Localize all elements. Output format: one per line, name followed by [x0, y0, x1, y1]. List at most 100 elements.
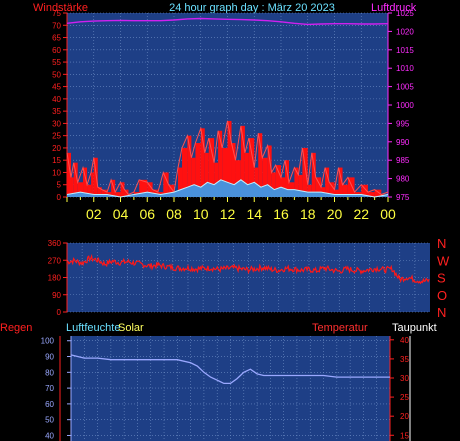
- direction-line: [66, 253, 430, 285]
- direction-grid: [67, 242, 430, 313]
- humidity-tick-label-60: 60: [45, 400, 54, 409]
- compass-n-0: N: [437, 236, 446, 251]
- wind-bar: [298, 174, 303, 197]
- left-tick-label-75: 75: [52, 9, 61, 18]
- wind-bar: [302, 147, 308, 197]
- wind-bar: [147, 182, 153, 197]
- wind-bar: [258, 133, 263, 197]
- wind-bar: [325, 167, 330, 197]
- hour-label-10: 10: [193, 206, 209, 222]
- right-tick-label-995: 995: [396, 119, 410, 128]
- humidity-grid: [71, 336, 390, 441]
- right-tick-label-985: 985: [396, 156, 410, 165]
- hour-label-14: 14: [246, 206, 262, 222]
- temperature-tick-label-25: 25: [400, 393, 409, 402]
- hour-label-04: 04: [113, 206, 129, 222]
- hour-label-18: 18: [300, 206, 316, 222]
- temperature-tick-label-15: 15: [400, 431, 409, 440]
- humidity-tick-label-90: 90: [45, 353, 54, 362]
- compass-w-1: W: [437, 253, 450, 268]
- humidity-left-axis: 40 50 60 70 80 90 100: [41, 336, 72, 441]
- wind-bar: [307, 184, 312, 197]
- left-tick-label-0: 0: [57, 193, 62, 202]
- direction-series: [66, 253, 430, 285]
- wind-bar: [195, 143, 201, 197]
- wind-bar: [275, 165, 281, 197]
- wind-bar: [244, 152, 249, 197]
- right-tick-label-1015: 1015: [396, 46, 414, 55]
- wind-bar: [222, 147, 228, 197]
- wind-bar: [347, 177, 355, 197]
- wind-bar: [231, 143, 236, 197]
- right-tick-label-1025: 1025: [396, 9, 414, 18]
- wind-bar: [204, 152, 209, 197]
- left-tick-label-50: 50: [52, 70, 61, 79]
- temperature-tick-label-20: 20: [400, 412, 409, 421]
- right-tick-label-1020: 1020: [396, 27, 414, 36]
- wind-bar: [374, 189, 382, 197]
- right-axis-label-luftdruck: Luftdruck: [371, 2, 417, 14]
- luftfeuchte-label: Luftfeuchte: [66, 322, 120, 334]
- wind-bar: [267, 145, 272, 197]
- temperatur-label: Temperatur: [312, 322, 368, 334]
- direction-left-axis: 0 90 180 270 360: [48, 239, 68, 317]
- wind-bar: [93, 157, 98, 197]
- wind-bar: [139, 179, 148, 197]
- temperature-tick-label-40: 40: [400, 336, 409, 345]
- left-tick-label-35: 35: [52, 107, 61, 116]
- left-tick-label-65: 65: [52, 34, 61, 43]
- wind-bar: [115, 192, 121, 197]
- left-tick-label-10: 10: [52, 168, 61, 177]
- left-tick-label-20: 20: [52, 144, 61, 153]
- direction-tick-label-0: 0: [57, 308, 62, 317]
- humidity-tick-label-50: 50: [45, 416, 54, 425]
- wind-bar: [361, 184, 368, 197]
- wind-bar: [168, 184, 174, 197]
- hour-label-20: 20: [327, 206, 343, 222]
- pressure-line: [66, 17, 389, 26]
- right-tick-label-990: 990: [396, 138, 410, 147]
- temperature-right-axis: 15 20 25 30 35 40: [389, 336, 411, 441]
- wind-bar: [329, 182, 335, 197]
- wind-bar: [315, 177, 322, 197]
- gust-line: [66, 179, 389, 198]
- pressure-right-axis: 975 980 985 990 995 1000 1005 1010 1015 1020 1025: [387, 9, 414, 202]
- wind-bar: [182, 147, 188, 197]
- humidity-line: [70, 354, 390, 385]
- left-axis-label-windstaerke: Windstärke: [33, 2, 88, 14]
- wind-bar: [367, 192, 375, 197]
- left-tick-label-40: 40: [52, 95, 61, 104]
- direction-tick-label-360: 360: [48, 239, 62, 248]
- wind-bar: [240, 125, 245, 197]
- wind-bar: [311, 152, 316, 197]
- regen-label: Regen: [0, 322, 32, 334]
- right-tick-label-1000: 1000: [396, 101, 414, 110]
- wind-bar: [71, 177, 74, 197]
- left-tick-label-45: 45: [52, 83, 61, 92]
- humidity-temperature-panel: 40 50 60 70 80 90 100 15 20 25 30 35 40: [41, 336, 411, 441]
- compass-o-3: O: [437, 288, 447, 303]
- wind-bar: [187, 135, 192, 197]
- wind-bar: [342, 184, 348, 197]
- wind-bar: [87, 184, 92, 197]
- direction-tick-label-270: 270: [48, 256, 62, 265]
- left-tick-label-55: 55: [52, 58, 61, 67]
- humidity-tick-label-100: 100: [41, 337, 55, 346]
- wind-bar: [67, 152, 72, 197]
- humidity-series: [70, 354, 390, 385]
- wind-bar: [218, 130, 223, 197]
- wind-bar: [83, 167, 88, 197]
- wind-bar: [214, 162, 219, 197]
- wind-bar: [254, 167, 259, 197]
- right-tick-label-980: 980: [396, 175, 410, 184]
- wind-bar: [124, 189, 129, 197]
- gust-area: [67, 179, 388, 197]
- hour-label-12: 12: [220, 206, 236, 222]
- hour-label-02: 02: [86, 206, 102, 222]
- left-tick-label-25: 25: [52, 132, 61, 141]
- solar-label: Solar: [118, 322, 144, 334]
